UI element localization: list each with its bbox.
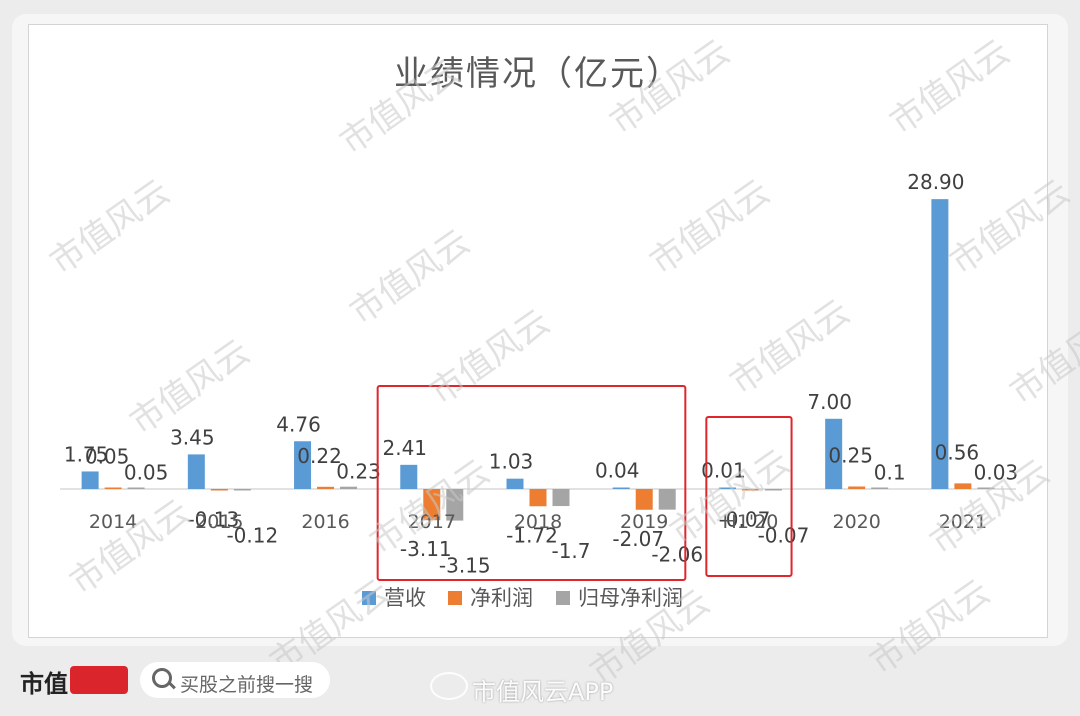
bar-归母净利润-2020 (871, 487, 889, 489)
bar-净利润-2016 (317, 486, 335, 489)
data-label-净利润-2014: 0.05 (85, 445, 130, 469)
bar-营收-2021 (931, 199, 949, 489)
data-label-归母净利润-2014: 0.05 (124, 461, 169, 485)
bar-营收-H1'20 (718, 487, 736, 489)
data-label-归母净利润-H1'20: -0.07 (758, 524, 810, 548)
data-label-营收-2019: 0.04 (595, 459, 640, 483)
bar-净利润-H1'20 (741, 489, 759, 491)
data-label-营收-2016: 4.76 (276, 412, 321, 436)
legend-swatch-净利润 (448, 591, 462, 605)
bar-净利润-2014 (104, 487, 122, 489)
chart-title: 业绩情况（亿元） (394, 54, 682, 94)
bar-归母净利润-2015 (233, 489, 251, 491)
data-label-归母净利润-2015: -0.12 (226, 524, 278, 548)
data-label-净利润-2019: -2.07 (612, 527, 664, 551)
data-label-营收-2021: 28.90 (907, 170, 964, 194)
data-label-营收-2018: 1.03 (489, 450, 534, 474)
data-label-净利润-H1'20: -0.07 (719, 508, 771, 532)
bar-净利润-2018 (529, 489, 547, 507)
legend-swatch-营收 (362, 591, 376, 605)
x-tick-label-2021: 2021 (939, 511, 987, 533)
bar-chart: 1.750.050.0520143.45-0.13-0.1220154.760.… (60, 170, 1019, 610)
data-label-营收-2014: 1.75 (64, 442, 109, 466)
bar-归母净利润-2018 (552, 489, 570, 507)
data-label-营收-2015: 3.45 (170, 425, 215, 449)
data-label-净利润-2018: -1.72 (506, 523, 558, 547)
data-label-归母净利润-2020: 0.1 (874, 461, 906, 485)
footer-bar: 市值 买股之前搜一搜 市值风云APP (0, 650, 1080, 716)
bar-净利润-2017 (423, 489, 441, 521)
bar-营收-2016 (294, 441, 312, 489)
bar-归母净利润-2021 (977, 487, 995, 489)
bar-净利润-2020 (848, 486, 866, 489)
bar-归母净利润-H1'20 (764, 489, 782, 491)
data-label-归母净利润-2017: -3.15 (439, 554, 491, 578)
weibo-icon (430, 672, 468, 700)
bar-营收-2014 (81, 471, 99, 489)
bar-归母净利润-2016 (340, 486, 358, 489)
brand-logo (70, 666, 128, 694)
data-label-归母净利润-2019: -2.06 (651, 543, 703, 567)
data-label-净利润-2015: -0.13 (187, 508, 239, 532)
x-tick-label-2019: 2019 (620, 511, 668, 533)
bar-归母净利润-2017 (446, 489, 464, 521)
x-tick-label-2020: 2020 (832, 511, 880, 533)
bar-归母净利润-2019 (658, 489, 676, 510)
data-label-净利润-2016: 0.22 (297, 444, 342, 468)
app-name: 市值风云APP (472, 678, 614, 706)
bar-营收-2015 (187, 454, 205, 489)
data-label-净利润-2021: 0.56 (935, 440, 980, 464)
search-placeholder[interactable]: 买股之前搜一搜 (180, 674, 314, 696)
legend-label-营收: 营收 (384, 586, 426, 610)
data-label-归母净利润-2018: -1.7 (551, 539, 590, 563)
x-tick-label-2017: 2017 (408, 511, 456, 533)
data-label-净利润-2020: 0.25 (828, 443, 873, 467)
search-icon[interactable] (152, 668, 172, 688)
x-tick-label-H1'20: H1'20 (723, 511, 779, 533)
legend-label-净利润: 净利润 (470, 586, 533, 610)
data-label-归母净利润-2021: 0.03 (974, 461, 1019, 485)
chart-area (28, 24, 1048, 638)
bar-营收-2019 (612, 487, 630, 489)
x-tick-label-2015: 2015 (195, 511, 243, 533)
data-label-归母净利润-2016: 0.23 (336, 460, 381, 484)
data-label-营收-2020: 7.00 (807, 390, 852, 414)
highlight-box-2 (705, 416, 793, 577)
x-tick-label-2016: 2016 (301, 511, 349, 533)
bar-归母净利润-2014 (127, 487, 145, 489)
data-label-营收-2017: 2.41 (383, 436, 428, 460)
bar-营收-2020 (825, 418, 843, 489)
bar-净利润-2015 (210, 489, 228, 491)
legend-label-归母净利润: 归母净利润 (578, 586, 683, 610)
highlight-box-1 (376, 385, 687, 581)
legend-swatch-归母净利润 (556, 591, 570, 605)
data-label-净利润-2017: -3.11 (400, 537, 452, 561)
data-label-营收-H1'20: 0.01 (701, 459, 746, 483)
bar-净利润-2019 (635, 489, 653, 510)
x-tick-label-2018: 2018 (514, 511, 562, 533)
bar-营收-2017 (400, 464, 418, 489)
bar-营收-2018 (506, 478, 524, 489)
x-tick-label-2014: 2014 (89, 511, 137, 533)
brand-name: 市值 (20, 670, 68, 698)
bar-净利润-2021 (954, 483, 972, 489)
